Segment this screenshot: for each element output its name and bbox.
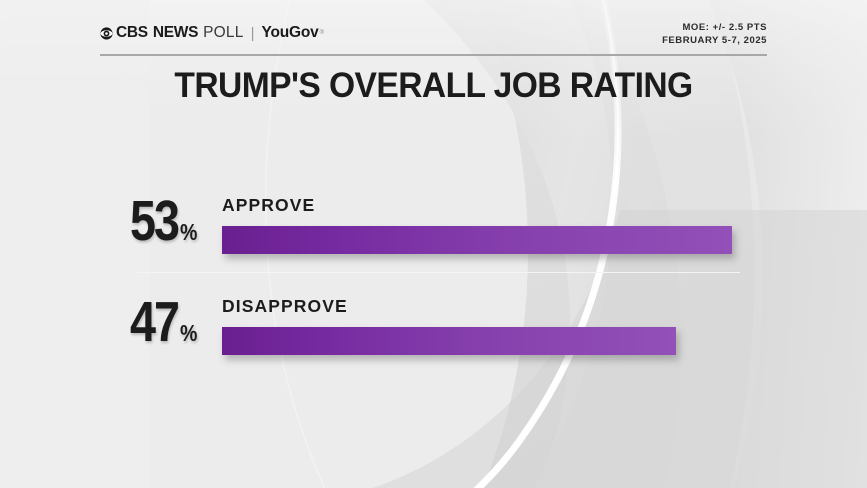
brand-yougov: YouGov [261,24,319,41]
header: CBS NEWS POLL | YouGov ® MOE: +/- 2.5 PT… [100,22,767,56]
value-disapprove: 47 % [130,294,200,351]
bar-track-approve [222,226,732,254]
bar-track-disapprove [222,327,676,355]
brand-lockup: CBS NEWS POLL | YouGov ® [100,24,324,42]
value-disapprove-number: 47 [130,290,180,354]
percent-sign-disapprove: % [180,320,198,346]
bar-label-approve: APPROVE [222,195,316,215]
value-approve: 53 % [130,193,200,250]
field-dates-text: FEBRUARY 5-7, 2025 [662,34,767,46]
trademark-mark: ® [319,30,324,36]
bar-fill-approve [222,226,732,254]
brand-separator: | [250,24,255,42]
bar-label-disapprove: DISAPPROVE [222,296,348,316]
cbs-eye-icon [100,26,113,40]
brand-news: NEWS [152,24,199,41]
margin-of-error-text: MOE: +/- 2.5 PTS [682,22,767,33]
poll-meta: MOE: +/- 2.5 PTS FEBRUARY 5-7, 2025 [662,22,767,47]
bar-fill-disapprove [222,327,676,355]
brand-poll: POLL [203,24,244,41]
header-divider [100,54,767,56]
page-title: TRUMP'S OVERALL JOB RATING [174,66,693,105]
brand-cbs: CBS [116,24,148,41]
row-divider [135,272,740,273]
value-approve-number: 53 [130,189,180,253]
percent-sign-approve: % [180,219,198,245]
